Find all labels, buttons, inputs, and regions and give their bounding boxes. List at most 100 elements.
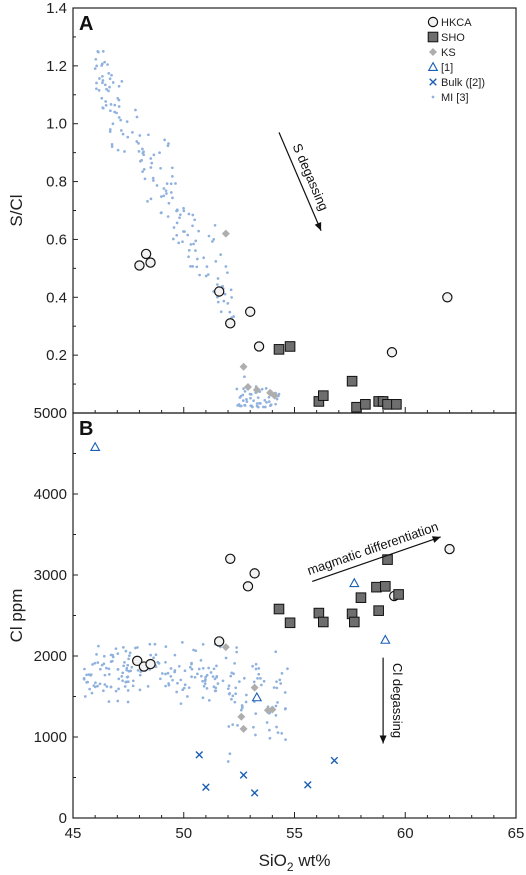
mi-point [109, 102, 113, 106]
mi-point [101, 50, 105, 53]
mi-point [83, 667, 86, 671]
mi-point [96, 684, 99, 688]
y-tick-label: 0.8 [46, 174, 67, 191]
legend-label: MI [3] [441, 92, 469, 104]
mi-point [176, 681, 179, 685]
mi-point [149, 197, 153, 201]
mi-point [131, 679, 135, 683]
mi-point [182, 206, 185, 210]
panel-b-series [132, 543, 455, 672]
mi-point [209, 671, 213, 674]
mi-point [223, 292, 227, 296]
mi-point [245, 397, 248, 401]
mi-point [190, 675, 193, 679]
mi-point [149, 166, 153, 169]
mi-point [146, 199, 149, 203]
mi-point [255, 402, 259, 405]
mi-point [245, 400, 249, 403]
mi-point [167, 142, 170, 145]
mi-point [221, 284, 224, 288]
mi-point [91, 663, 94, 666]
legend-marker [429, 78, 437, 86]
mi-point [160, 195, 163, 198]
open-circle-point [249, 568, 260, 579]
mi-point [226, 760, 230, 763]
mi-point [141, 170, 144, 173]
mi-point [101, 74, 104, 78]
mi-point [121, 679, 124, 683]
grey-square-point [284, 617, 296, 629]
legend-marker [429, 48, 437, 56]
legend-marker [431, 95, 435, 99]
grey-square-point [382, 399, 393, 410]
x-cross-point [250, 789, 259, 797]
mi-point [245, 693, 248, 697]
mi-point [142, 168, 146, 171]
x-tick-label: 45 [65, 825, 82, 842]
open-circle-point [225, 553, 236, 565]
mi-point [280, 672, 284, 675]
mi-point [152, 179, 155, 182]
mi-point [83, 695, 87, 698]
mi-point [235, 387, 239, 391]
mi-point [126, 663, 130, 667]
mi-point [236, 724, 239, 727]
mi-point [152, 656, 155, 660]
mi-point [202, 684, 206, 688]
mi-point [94, 57, 98, 61]
mi-point [222, 299, 226, 303]
mi-point [142, 153, 146, 157]
mi-point [267, 400, 271, 403]
mi-point [211, 240, 214, 243]
legend-marker [427, 16, 439, 28]
mi-point [164, 660, 167, 664]
mi-point [216, 277, 220, 280]
mi-point [164, 672, 167, 676]
mi-point [120, 675, 124, 678]
legend-marker [427, 61, 439, 71]
mi-point [206, 273, 210, 276]
mi-point [242, 387, 245, 390]
mi-point [201, 666, 205, 670]
panel-b-mi-cloud [82, 641, 289, 763]
mi-point [149, 653, 153, 657]
mi-point [105, 87, 108, 91]
mi-point [156, 660, 160, 664]
mi-point [175, 209, 178, 213]
mi-point [186, 695, 189, 698]
open-circle-point [242, 581, 254, 592]
mi-point [120, 79, 124, 83]
mi-point [192, 648, 195, 652]
mi-point [201, 679, 204, 683]
y-tick-label: 0.4 [46, 289, 67, 306]
mi-point [213, 689, 217, 693]
mi-point [181, 688, 185, 692]
mi-point [262, 679, 266, 683]
mi-point [275, 725, 278, 729]
grey-diamond-point [239, 362, 248, 371]
open-circle-point [140, 248, 152, 260]
mi-point [98, 77, 101, 80]
mi-point [240, 704, 244, 707]
mi-point [116, 668, 120, 671]
mi-point [98, 682, 102, 686]
grey-diamond-point [268, 705, 277, 714]
legend-label: Bulk ([2]) [441, 77, 485, 89]
grey-square-point [317, 390, 329, 401]
open-circle-point [145, 257, 156, 268]
mi-point [141, 147, 144, 151]
mi-point [167, 201, 171, 205]
mi-point [154, 665, 158, 669]
y-tick-label: 1000 [34, 729, 67, 746]
y-tick-label: 1.0 [46, 116, 67, 133]
mi-point [275, 686, 279, 690]
mi-point [178, 216, 181, 220]
mi-point [172, 226, 176, 229]
mi-point [94, 681, 97, 685]
mi-point [103, 673, 107, 677]
mi-point [135, 140, 139, 143]
mi-point [228, 691, 232, 695]
mi-point [212, 237, 216, 241]
mi-point [107, 72, 111, 75]
mi-point [187, 212, 191, 216]
